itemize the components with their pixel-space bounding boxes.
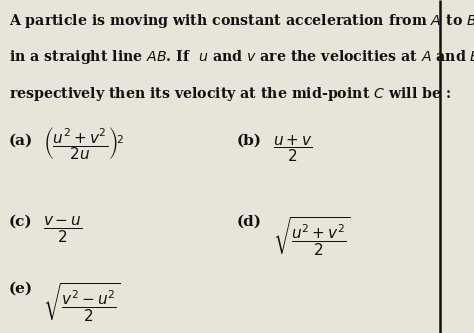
Text: (e): (e) — [9, 281, 33, 295]
Text: $\sqrt{\dfrac{u^2 + v^2}{2}}$: $\sqrt{\dfrac{u^2 + v^2}{2}}$ — [273, 215, 350, 257]
Text: (a): (a) — [9, 133, 33, 147]
Text: (d): (d) — [237, 215, 262, 229]
Text: in a straight line $AB$. If  $u$ and $v$ are the velocities at $A$ and $B$: in a straight line $AB$. If $u$ and $v$ … — [9, 48, 474, 66]
Text: $\dfrac{u + v}{2}$: $\dfrac{u + v}{2}$ — [273, 133, 312, 164]
Text: $\dfrac{v - u}{2}$: $\dfrac{v - u}{2}$ — [43, 215, 82, 244]
Text: $\left(\dfrac{u^2 + v^2}{2u}\right)^{\!2}$: $\left(\dfrac{u^2 + v^2}{2u}\right)^{\!2… — [43, 125, 124, 162]
Text: $\sqrt{\dfrac{v^2 - u^2}{2}}$: $\sqrt{\dfrac{v^2 - u^2}{2}}$ — [43, 281, 120, 323]
Text: A particle is moving with constant acceleration from $A$ to $B$: A particle is moving with constant accel… — [9, 12, 474, 30]
Text: respectively then its velocity at the mid-point $C$ will be :: respectively then its velocity at the mi… — [9, 85, 451, 103]
Text: (b): (b) — [237, 133, 262, 147]
Text: (c): (c) — [9, 215, 32, 229]
